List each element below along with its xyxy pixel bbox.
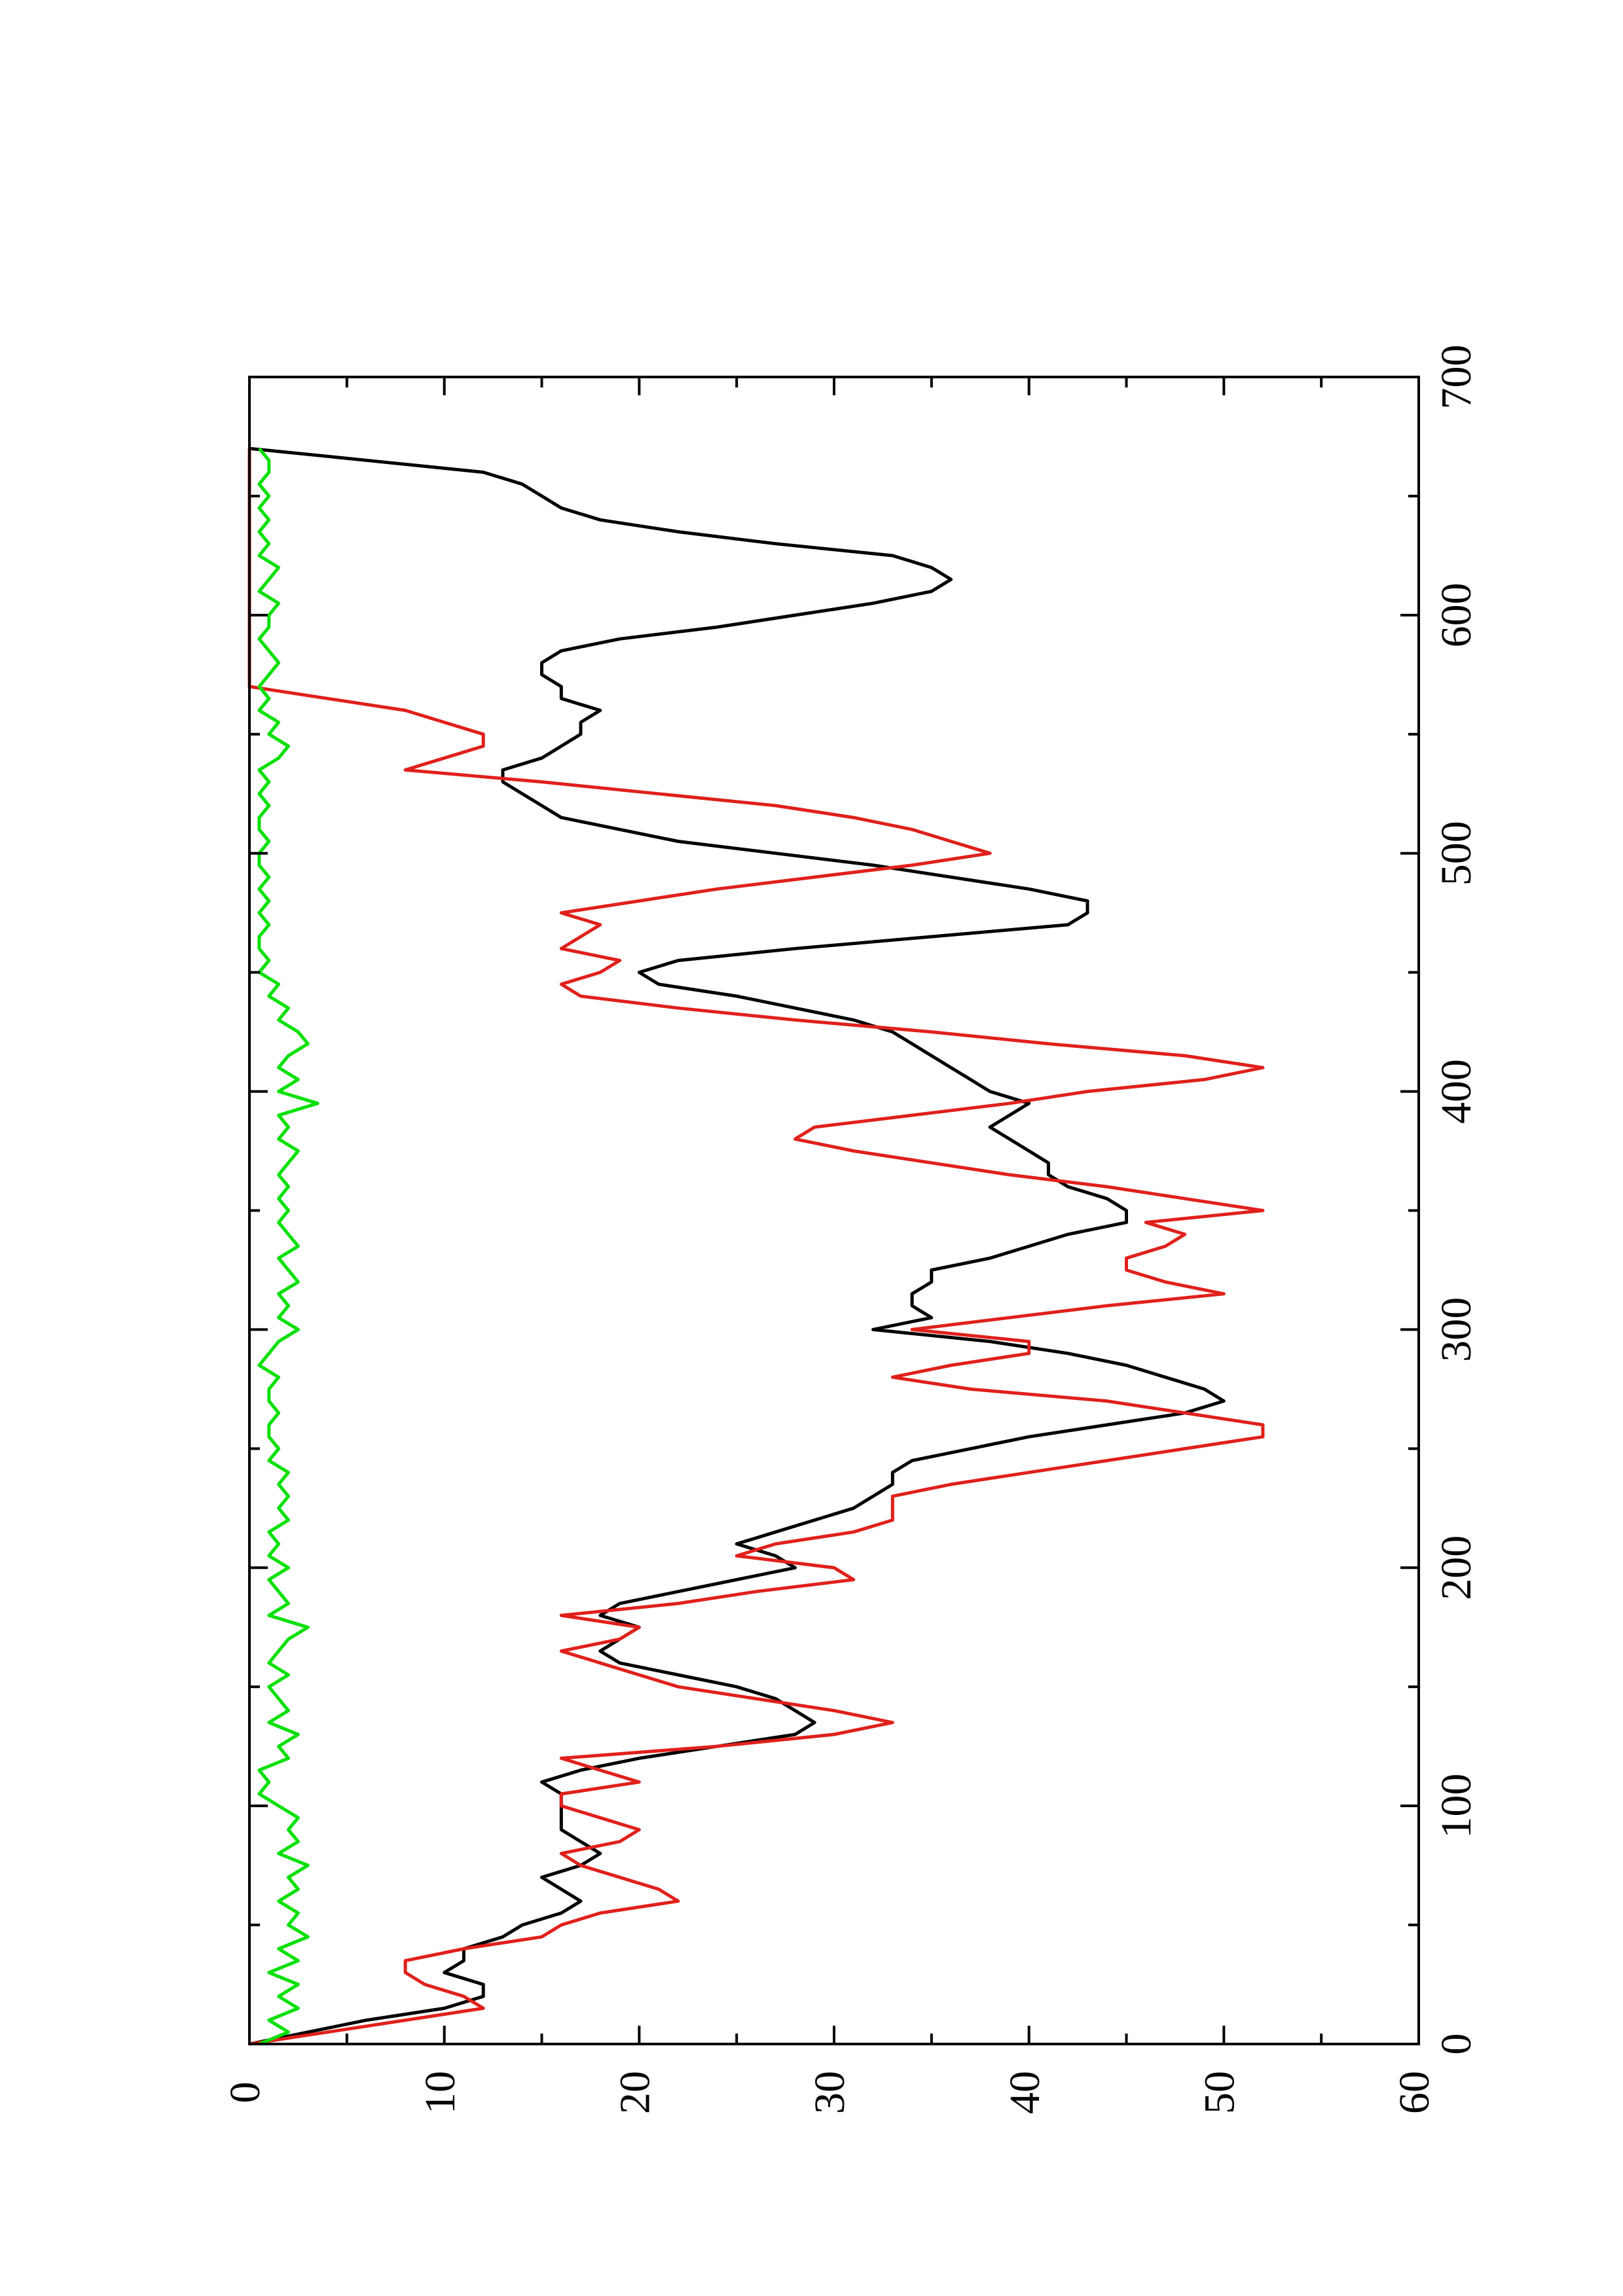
y-tick-label: 40 [1001, 2071, 1049, 2114]
y-tick-label: 20 [611, 2071, 659, 2114]
y-tick-label: 0 [221, 2082, 269, 2104]
x-tick-label: 0 [1432, 2034, 1480, 2055]
y-tick-label: 10 [416, 2071, 464, 2114]
axes-layer: 0 100 200 300 400 500 600 700 0 10 20 30 40 50 60 [221, 345, 1480, 2115]
black-series-line [249, 446, 1226, 2046]
x-tick-label: 600 [1432, 583, 1480, 647]
green-series-line [257, 447, 319, 2046]
x-tick-label: 400 [1432, 1059, 1480, 1124]
y-tick-label: 30 [806, 2071, 854, 2114]
x-tick-label: 200 [1432, 1535, 1480, 1600]
x-tick-label: 500 [1432, 821, 1480, 886]
plot-frame [248, 376, 1420, 2045]
x-tick-label: 700 [1432, 345, 1480, 410]
y-tick-label: 60 [1391, 2071, 1438, 2114]
x-tick-label: 100 [1432, 1774, 1480, 1839]
series-layer [247, 446, 1265, 2046]
red-series-line [247, 448, 1265, 2046]
x-tick-label: 300 [1432, 1297, 1480, 1362]
y-tick-label: 50 [1195, 2071, 1243, 2114]
